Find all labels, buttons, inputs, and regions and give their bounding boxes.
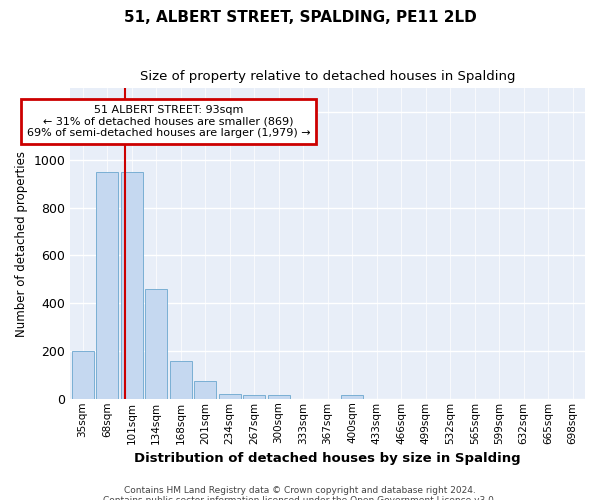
Text: 51 ALBERT STREET: 93sqm
← 31% of detached houses are smaller (869)
69% of semi-d: 51 ALBERT STREET: 93sqm ← 31% of detache… xyxy=(26,105,310,138)
Bar xyxy=(145,289,167,399)
Bar xyxy=(96,172,118,399)
Title: Size of property relative to detached houses in Spalding: Size of property relative to detached ho… xyxy=(140,70,515,83)
Bar xyxy=(194,381,216,399)
Bar xyxy=(71,351,94,399)
Bar xyxy=(268,395,290,399)
Bar xyxy=(218,394,241,399)
Bar xyxy=(170,360,191,399)
Bar xyxy=(121,172,143,399)
Text: Contains public sector information licensed under the Open Government Licence v3: Contains public sector information licen… xyxy=(103,496,497,500)
Bar xyxy=(341,395,363,399)
Text: 51, ALBERT STREET, SPALDING, PE11 2LD: 51, ALBERT STREET, SPALDING, PE11 2LD xyxy=(124,10,476,25)
X-axis label: Distribution of detached houses by size in Spalding: Distribution of detached houses by size … xyxy=(134,452,521,465)
Text: Contains HM Land Registry data © Crown copyright and database right 2024.: Contains HM Land Registry data © Crown c… xyxy=(124,486,476,495)
Bar xyxy=(243,395,265,399)
Y-axis label: Number of detached properties: Number of detached properties xyxy=(15,150,28,336)
